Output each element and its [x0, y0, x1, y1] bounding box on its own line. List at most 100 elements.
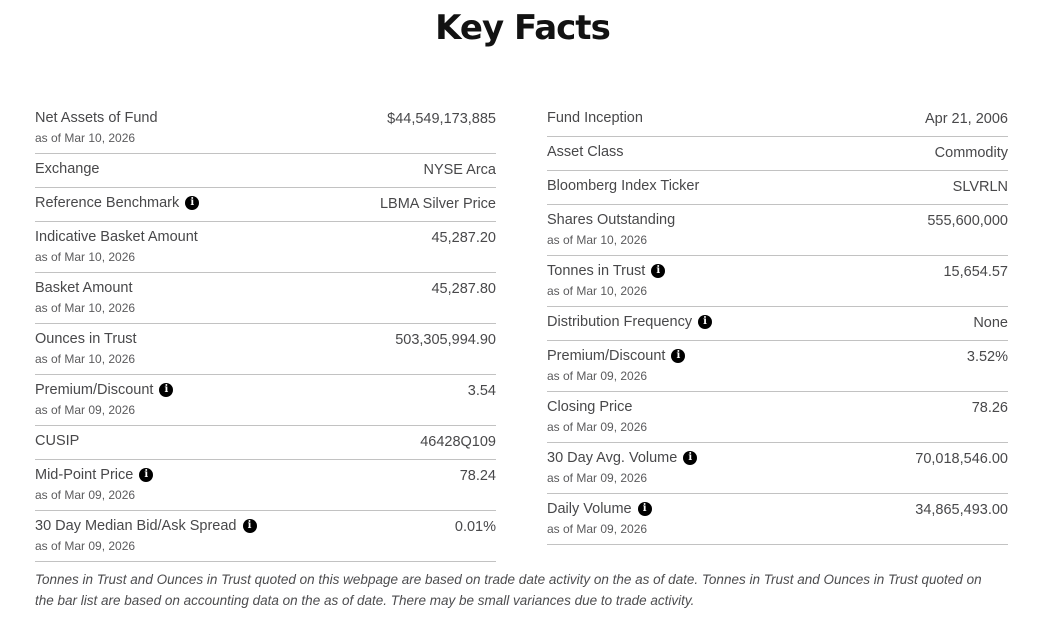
key-fact-row: Asset Class Commodity [547, 137, 1008, 171]
fact-as-of-date: as of Mar 10, 2026 [35, 250, 136, 264]
fact-as-of-date: as of Mar 10, 2026 [35, 131, 136, 145]
fact-as-of-date: as of Mar 09, 2026 [547, 522, 648, 536]
fact-label-group: Net Assets of Fund as of Mar 10, 2026 [35, 110, 158, 145]
fact-label: Daily Volume [547, 501, 632, 517]
key-fact-row: Net Assets of Fund as of Mar 10, 2026 $4… [35, 103, 496, 154]
fact-label: Premium/Discount [547, 348, 666, 364]
key-fact-row: Premium/Discount i as of Mar 09, 2026 3.… [547, 341, 1008, 392]
fact-value: 34,865,493.00 [915, 502, 1008, 518]
fact-label-group: Premium/Discount i as of Mar 09, 2026 [547, 348, 686, 383]
fact-as-of-date: as of Mar 10, 2026 [547, 284, 648, 298]
fact-label-group: 30 Day Avg. Volume i as of Mar 09, 2026 [547, 450, 698, 485]
key-fact-row: Shares Outstanding as of Mar 10, 2026 55… [547, 205, 1008, 256]
page-title: Key Facts [435, 8, 611, 48]
fact-label-group: Asset Class [547, 144, 624, 161]
fact-value: 3.52% [966, 349, 1008, 365]
key-fact-row: Premium/Discount i as of Mar 09, 2026 3.… [35, 375, 496, 426]
fact-label-group: Bloomberg Index Ticker [547, 178, 699, 195]
fact-label: 30 Day Avg. Volume [547, 450, 678, 466]
key-fact-row: Indicative Basket Amount as of Mar 10, 2… [35, 222, 496, 273]
info-icon[interactable]: i [651, 263, 666, 278]
key-facts-table: Net Assets of Fund as of Mar 10, 2026 $4… [35, 103, 1008, 562]
key-fact-row: Mid-Point Price i as of Mar 09, 2026 78.… [35, 460, 496, 511]
fact-value: 0.01% [454, 519, 496, 535]
fact-label-group: Fund Inception [547, 110, 643, 127]
key-fact-row: 30 Day Avg. Volume i as of Mar 09, 2026 … [547, 443, 1008, 494]
key-fact-row: Exchange NYSE Arca [35, 154, 496, 188]
key-fact-row: 30 Day Median Bid/Ask Spread i as of Mar… [35, 511, 496, 562]
fact-label-group: Ounces in Trust as of Mar 10, 2026 [35, 331, 137, 366]
fact-label: Distribution Frequency [547, 314, 693, 330]
fact-as-of-date: as of Mar 10, 2026 [35, 301, 136, 315]
key-fact-row: Closing Price as of Mar 09, 2026 78.26 [547, 392, 1008, 443]
fact-label: 30 Day Median Bid/Ask Spread [35, 518, 237, 534]
fact-label: Closing Price [547, 399, 633, 415]
info-icon[interactable]: i [159, 382, 174, 397]
fact-label: Indicative Basket Amount [35, 229, 198, 245]
footnote: Tonnes in Trust and Ounces in Trust quot… [35, 572, 982, 608]
fact-as-of-date: as of Mar 10, 2026 [35, 352, 136, 366]
fact-as-of-date: as of Mar 09, 2026 [547, 420, 648, 434]
fact-label: Tonnes in Trust [547, 263, 646, 279]
fact-label-group: Daily Volume i as of Mar 09, 2026 [547, 501, 652, 536]
key-fact-row: Tonnes in Trust i as of Mar 10, 2026 15,… [547, 256, 1008, 307]
key-fact-row: Distribution Frequency i None [547, 307, 1008, 341]
fact-value: None [973, 315, 1008, 331]
fact-as-of-date: as of Mar 09, 2026 [547, 471, 648, 485]
fact-value: Apr 21, 2006 [924, 111, 1008, 127]
fact-value: 555,600,000 [927, 213, 1008, 229]
info-icon[interactable]: i [242, 518, 257, 533]
fact-label-group: Closing Price as of Mar 09, 2026 [547, 399, 647, 434]
key-fact-row: Fund Inception Apr 21, 2006 [547, 103, 1008, 137]
fact-label-group: Mid-Point Price i as of Mar 09, 2026 [35, 467, 154, 502]
fact-label: Premium/Discount [35, 382, 154, 398]
fact-as-of-date: as of Mar 09, 2026 [547, 369, 648, 383]
info-icon[interactable]: i [185, 195, 200, 210]
info-icon[interactable]: i [671, 348, 686, 363]
key-fact-row: Bloomberg Index Ticker SLVRLN [547, 171, 1008, 205]
fact-value: 78.24 [459, 468, 496, 484]
key-fact-row: Ounces in Trust as of Mar 10, 2026 503,3… [35, 324, 496, 375]
fact-label-group: Basket Amount as of Mar 10, 2026 [35, 280, 135, 315]
fact-value: 78.26 [971, 400, 1008, 416]
key-fact-row: Basket Amount as of Mar 10, 2026 45,287.… [35, 273, 496, 324]
key-fact-row: CUSIP 46428Q109 [35, 426, 496, 460]
key-fact-row: Daily Volume i as of Mar 09, 2026 34,865… [547, 494, 1008, 545]
fact-as-of-date: as of Mar 10, 2026 [547, 233, 648, 247]
info-icon[interactable]: i [139, 467, 154, 482]
fact-label: Shares Outstanding [547, 212, 676, 228]
fact-value: 70,018,546.00 [915, 451, 1008, 467]
fact-value: LBMA Silver Price [379, 196, 496, 212]
fact-value: $44,549,173,885 [387, 111, 496, 127]
fact-value: SLVRLN [952, 179, 1008, 195]
fact-label-group: 30 Day Median Bid/Ask Spread i as of Mar… [35, 518, 257, 553]
fact-label-group: CUSIP [35, 433, 79, 450]
key-fact-row: Reference Benchmark i LBMA Silver Price [35, 188, 496, 222]
fact-label-group: Premium/Discount i as of Mar 09, 2026 [35, 382, 174, 417]
fact-label-group: Exchange [35, 161, 100, 178]
info-icon[interactable]: i [683, 450, 698, 465]
fact-label-group: Indicative Basket Amount as of Mar 10, 2… [35, 229, 198, 264]
key-facts-right-column: Fund Inception Apr 21, 2006 Asset Class … [547, 103, 1008, 545]
fact-label: Asset Class [547, 144, 624, 160]
fact-as-of-date: as of Mar 09, 2026 [35, 539, 136, 553]
info-icon[interactable]: i [698, 314, 713, 329]
info-icon[interactable]: i [637, 501, 652, 516]
fact-label-group: Tonnes in Trust i as of Mar 10, 2026 [547, 263, 666, 298]
fact-label: Basket Amount [35, 280, 133, 296]
fact-label: Reference Benchmark [35, 195, 180, 211]
fact-label-group: Distribution Frequency i [547, 314, 713, 331]
fact-value: 503,305,994.90 [395, 332, 496, 348]
fact-as-of-date: as of Mar 09, 2026 [35, 403, 136, 417]
fact-value: NYSE Arca [423, 162, 496, 178]
fact-label: Net Assets of Fund [35, 110, 158, 126]
fact-label: Ounces in Trust [35, 331, 137, 347]
fact-label-group: Shares Outstanding as of Mar 10, 2026 [547, 212, 675, 247]
fact-label: Bloomberg Index Ticker [547, 178, 700, 194]
fact-value: 3.54 [467, 383, 496, 399]
key-facts-left-column: Net Assets of Fund as of Mar 10, 2026 $4… [35, 103, 496, 562]
fact-label: CUSIP [35, 433, 80, 449]
fact-label: Fund Inception [547, 110, 643, 126]
fact-value: Commodity [934, 145, 1008, 161]
fact-label-group: Reference Benchmark i [35, 195, 200, 212]
